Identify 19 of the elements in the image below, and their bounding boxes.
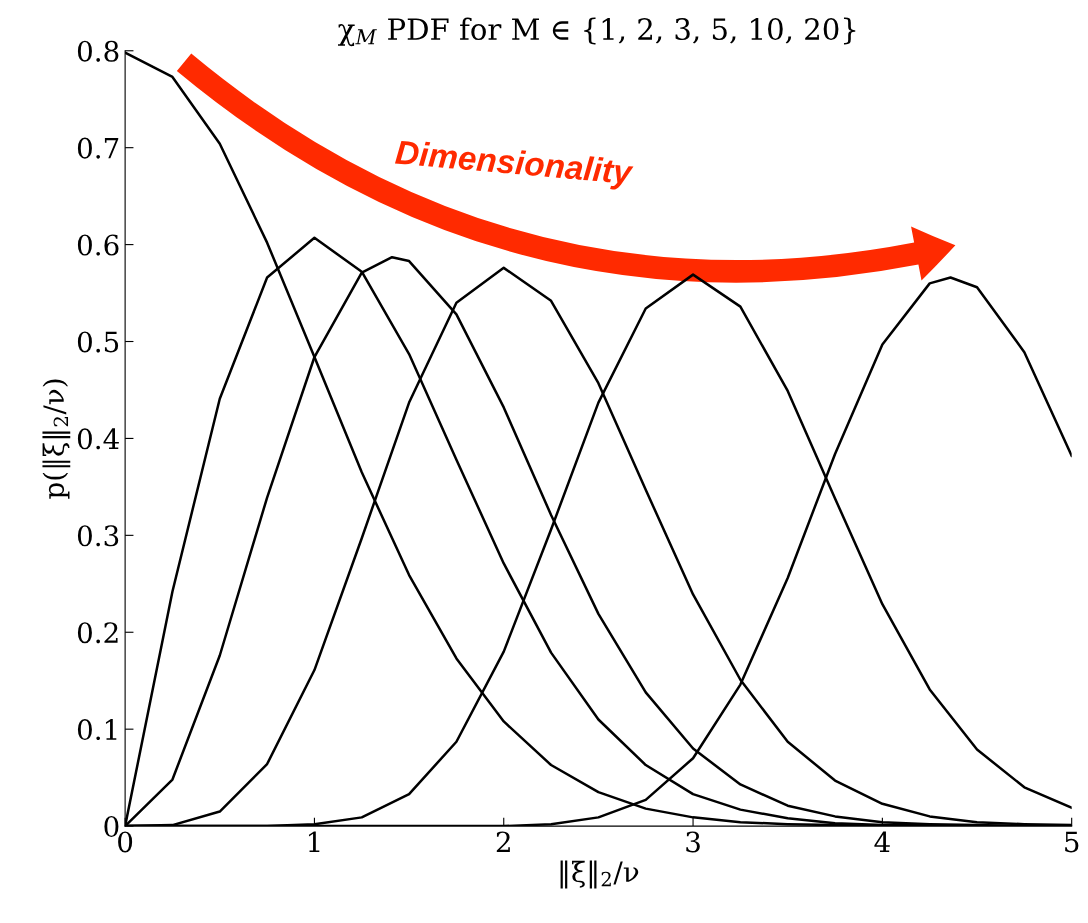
- x-axis-title: ‖ξ‖$_{2}$/ν: [560, 860, 639, 889]
- annotation: Dimensionality: [394, 139, 635, 192]
- y-axis-title: p(‖ξ‖$_{2}$/ν): [42, 379, 71, 499]
- x-tick-label: 2: [496, 831, 510, 853]
- x-tick-label: 4: [874, 831, 890, 853]
- y-tick-label: 0.5: [77, 331, 119, 353]
- y-tick-label: 0.4: [77, 428, 119, 450]
- x-tick-label: 1: [308, 831, 320, 853]
- x-tick-label: 3: [686, 831, 700, 853]
- y-tick-label: 0.3: [77, 525, 119, 547]
- chart-title: χ$_{M}$ PDF for M ∈ {1, 2, 3, 5, 10, 20}: [338, 17, 856, 47]
- y-tick-label: 0.8: [77, 40, 119, 62]
- y-tick-label: 0.2: [77, 622, 118, 644]
- x-tick-label: 0: [118, 831, 133, 853]
- y-tick-label: 0.6: [77, 234, 119, 256]
- y-tick-label: 0: [104, 816, 119, 838]
- y-tick-label: 0.1: [77, 719, 117, 741]
- x-tick-label: 5: [1065, 831, 1079, 853]
- y-tick-label: 0.7: [77, 137, 119, 159]
